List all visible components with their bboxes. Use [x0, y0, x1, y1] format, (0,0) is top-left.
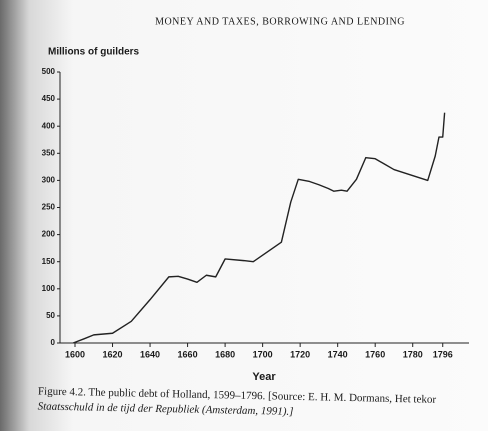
- y-tick-label: 250: [42, 203, 56, 212]
- y-tick-label: 150: [42, 257, 56, 266]
- x-tick-label: 1640: [140, 349, 160, 359]
- y-tick-label: 100: [42, 284, 56, 293]
- x-tick-label: 1796: [433, 349, 453, 359]
- x-tick-label: 1760: [365, 349, 385, 359]
- x-tick-label: 1720: [290, 349, 310, 359]
- x-tick-label: 1620: [103, 349, 123, 359]
- x-axis-label: Year: [252, 371, 276, 383]
- x-tick-label: 1600: [65, 349, 85, 359]
- y-tick-label: 350: [42, 148, 56, 157]
- caption-line: Staatsschuld in de tijd der Republiek (A…: [38, 400, 294, 417]
- y-tick-label: 300: [42, 176, 56, 185]
- y-tick-label: 50: [46, 311, 55, 320]
- data-line: [72, 112, 446, 344]
- running-header: MONEY AND TAXES, BORROWING AND LENDING: [155, 16, 405, 27]
- x-tick-label: 1660: [178, 349, 198, 359]
- x-tick-label: 1740: [328, 349, 348, 359]
- x-tick-label: 1680: [215, 349, 235, 359]
- y-tick-label: 450: [42, 94, 56, 103]
- y-axis-label: Millions of guilders: [48, 47, 140, 58]
- y-tick-label: 200: [42, 230, 56, 239]
- x-tick-label: 1780: [403, 349, 423, 359]
- y-tick-label: 500: [42, 67, 56, 76]
- x-tick-label: 1700: [253, 349, 273, 359]
- y-tick-label: 0: [51, 338, 56, 347]
- y-tick-label: 400: [42, 121, 56, 130]
